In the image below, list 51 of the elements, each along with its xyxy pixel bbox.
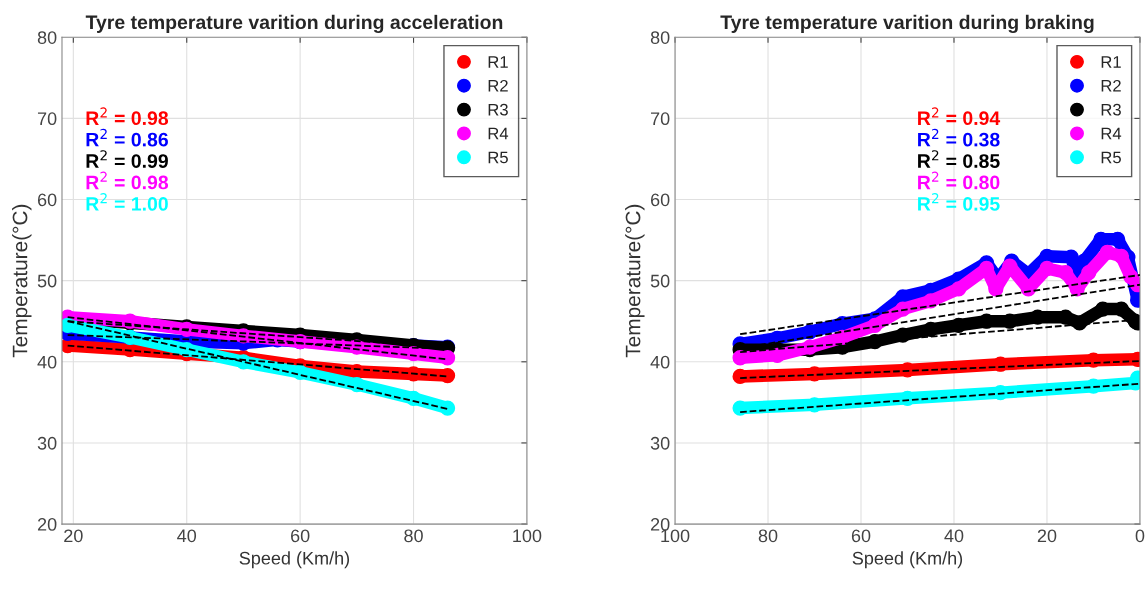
y-tick-label: 60	[37, 193, 57, 207]
annotation: R$^{2}$ = 0.99	[86, 150, 168, 168]
y-tick-label: 50	[37, 274, 57, 288]
x-tick-label: 80	[404, 529, 423, 543]
y-tick-label: 50	[650, 274, 670, 288]
annotation: R$^{2}$ = 0.98	[86, 171, 169, 190]
x-tick-label: 40	[944, 529, 964, 543]
legend-label: R3	[488, 103, 508, 116]
x-tick-label: 20	[64, 529, 83, 543]
annotation: R$^{2}$ = 0.80	[918, 171, 1000, 190]
legend-label: R2	[1101, 79, 1121, 92]
x-tick-label: 20	[1037, 529, 1057, 543]
y-tick-label: 20	[650, 518, 670, 531]
x-tick-label: 60	[851, 529, 871, 543]
annotation: R$^{2}$ = 0.98	[86, 107, 169, 126]
y-tick-label: 80	[650, 31, 670, 44]
y-axis-title: Temperature(°C)	[12, 204, 32, 358]
x-tick-label: 40	[177, 529, 197, 543]
annotation: R$^{2}$ = 0.94	[918, 107, 1001, 126]
chart-title: Tyre temperature varition during braking	[720, 14, 1094, 34]
chart-title: Tyre temperature varition during acceleration	[85, 14, 503, 34]
y-tick-label: 20	[37, 518, 57, 531]
annotation: R$^{2}$ = 0.38	[918, 128, 1000, 147]
y-tick-label: 40	[650, 355, 670, 369]
legend-label: R4	[488, 127, 509, 140]
y-tick-label: 70	[37, 112, 57, 126]
y-tick-label: 70	[651, 112, 670, 126]
legend-label: R4	[1101, 127, 1122, 140]
x-tick-label: 60	[291, 529, 310, 543]
annotation: R$^{2}$ = 0.86	[86, 128, 168, 147]
y-tick-label: 40	[37, 355, 57, 369]
y-axis-title: Temperature(°C)	[625, 204, 645, 358]
x-axis-title: Speed (Km/h)	[239, 551, 350, 569]
x-axis-title: Speed (Km/h)	[852, 551, 963, 569]
annotation: R$^{2}$ = 0.95	[918, 193, 1000, 211]
x-tick-label: 100	[513, 529, 542, 543]
y-tick-label: 80	[37, 31, 57, 44]
y-tick-label: 30	[37, 436, 57, 450]
x-tick-label: 80	[758, 529, 778, 543]
legend-label: R5	[488, 151, 508, 164]
y-tick-label: 30	[650, 436, 670, 450]
legend-label: R1	[1101, 56, 1121, 68]
legend-label: R5	[1101, 151, 1121, 164]
x-tick-label: 0	[1135, 529, 1145, 543]
legend-label: R1	[488, 56, 508, 68]
annotation: R$^{2}$ = 0.85	[918, 150, 1000, 168]
legend-label: R2	[488, 79, 508, 92]
x-tick-label: 100	[661, 529, 690, 543]
y-tick-label: 60	[651, 193, 670, 207]
legend-label: R3	[1101, 103, 1121, 116]
annotation: R$^{2}$ = 1.00	[86, 193, 168, 211]
